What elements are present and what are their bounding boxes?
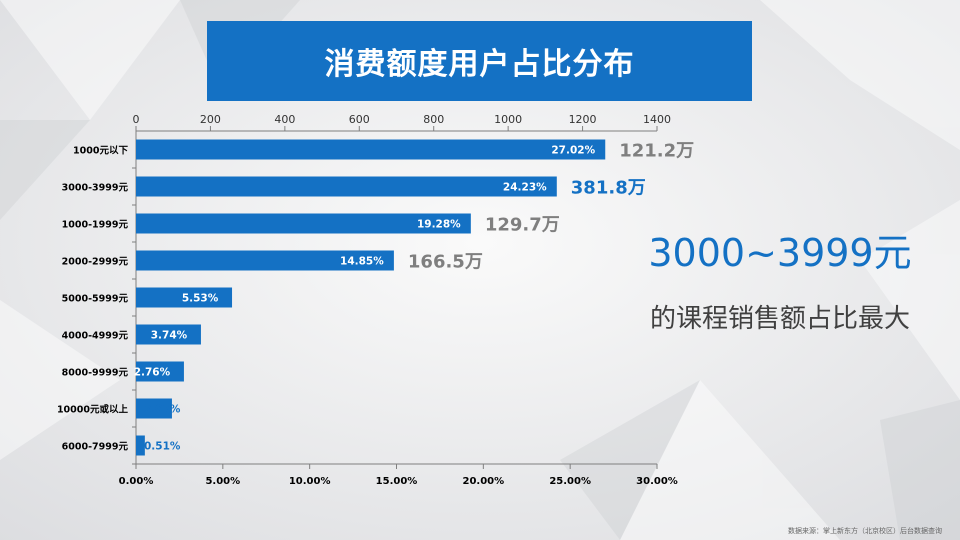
bar — [136, 324, 201, 345]
data-source-note: 数据来源：掌上新东方（北京校区）后台数据查询 — [788, 527, 942, 535]
top-axis-tick-label: 0 — [133, 113, 140, 126]
category-label: 6000-7999元 — [62, 442, 129, 453]
bar-value-label: 2.07% — [144, 404, 181, 416]
bar — [136, 287, 233, 308]
sales-annotation: 166.5万 — [408, 252, 483, 273]
category-label: 8000-9999元 — [62, 368, 129, 379]
top-axis-tick-label: 200 — [200, 113, 221, 126]
category-label: 1000-1999元 — [62, 220, 129, 231]
bottom-axis-tick-label: 30.00% — [636, 476, 678, 487]
category-label: 2000-2999元 — [62, 257, 129, 268]
bottom-axis-tick-label: 0.00% — [119, 476, 154, 487]
bar — [136, 213, 471, 234]
bottom-axis-tick-label: 5.00% — [205, 476, 240, 487]
page-title: 消费额度用户占比分布 — [207, 21, 752, 101]
bar — [136, 176, 557, 197]
highlight-range: 3000~3999元 — [648, 231, 912, 275]
bar-value-label: 24.23% — [503, 182, 547, 194]
bar-value-label: 3.74% — [151, 330, 188, 342]
bottom-axis-tick-label: 15.00% — [376, 476, 418, 487]
top-axis-tick-label: 1200 — [569, 113, 597, 126]
bar-value-label: 27.02% — [551, 145, 595, 157]
bar-value-label: 0.51% — [144, 441, 181, 453]
sales-annotation: 121.2万 — [619, 141, 694, 162]
top-axis-tick-label: 1400 — [643, 113, 671, 126]
category-label: 1000元以下 — [73, 146, 128, 157]
bar-value-label: 2.76% — [134, 367, 171, 379]
highlight-caption: 的课程销售额占比最大 — [649, 304, 910, 334]
category-label: 3000-3999元 — [62, 183, 129, 194]
top-axis-tick-label: 600 — [349, 113, 370, 126]
bar — [136, 361, 184, 382]
bar-value-label: 14.85% — [340, 256, 384, 268]
category-label: 4000-4999元 — [62, 331, 129, 342]
top-axis-tick-label: 400 — [274, 113, 295, 126]
bar-value-label: 19.28% — [417, 219, 461, 231]
bar-value-label: 5.53% — [182, 293, 219, 305]
bar — [136, 139, 606, 160]
bottom-axis-tick-label: 25.00% — [549, 476, 591, 487]
bottom-axis-tick-label: 10.00% — [289, 476, 331, 487]
sales-annotation: 381.8万 — [571, 178, 646, 199]
top-axis-tick-label: 800 — [423, 113, 444, 126]
bar — [136, 250, 394, 271]
sales-annotation: 129.7万 — [485, 215, 560, 236]
bottom-axis-tick-label: 20.00% — [463, 476, 505, 487]
top-axis-tick-label: 1000 — [494, 113, 522, 126]
bar — [136, 435, 145, 456]
category-label: 5000-5999元 — [62, 294, 129, 305]
bar — [136, 398, 172, 419]
category-label: 10000元或以上 — [57, 404, 129, 416]
